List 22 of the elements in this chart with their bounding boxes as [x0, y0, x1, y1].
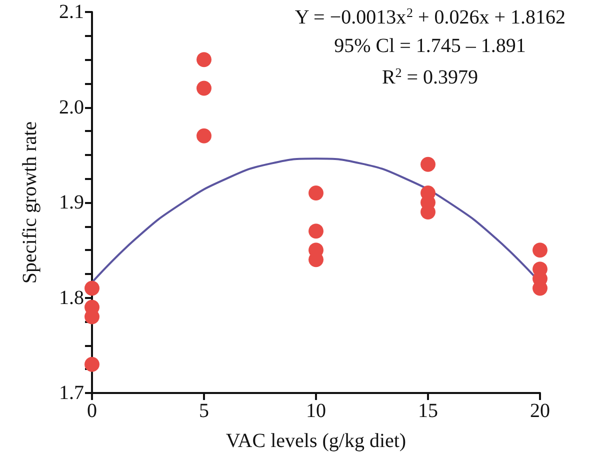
y-tick-label: 1.8	[59, 286, 84, 309]
annotation: 95% Cl = 1.745 – 1.891	[334, 35, 526, 57]
x-tick-label: 5	[199, 400, 209, 422]
x-axis-title: VAC levels (g/kg diet)	[226, 430, 406, 452]
point	[532, 242, 548, 258]
y-axis-title: Specific growth rate	[19, 121, 41, 284]
y-tick-label: 1.9	[59, 192, 84, 214]
point	[84, 356, 100, 372]
x-tick-label: 20	[530, 400, 550, 422]
point	[308, 224, 324, 239]
point	[420, 156, 436, 172]
y-tick-label: 1.7	[59, 382, 84, 404]
point	[196, 52, 212, 68]
y-tick-label: 2.1	[59, 1, 84, 23]
x-tick-label: 10	[306, 400, 326, 422]
point	[196, 128, 212, 144]
x-tick-label: 15	[418, 400, 438, 422]
y-tick-label: 2.0	[59, 96, 84, 118]
point	[84, 280, 100, 296]
point	[196, 80, 212, 96]
x-tick-label: 0	[87, 400, 97, 422]
point	[308, 185, 324, 200]
